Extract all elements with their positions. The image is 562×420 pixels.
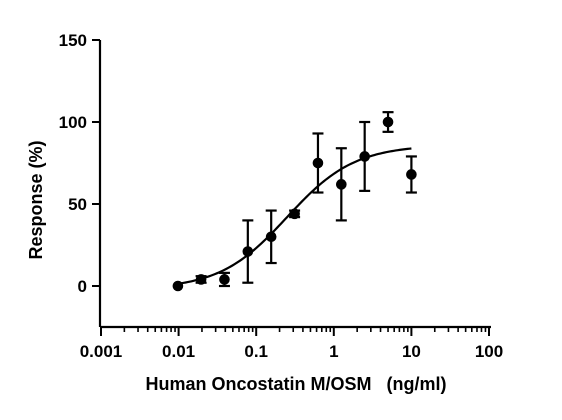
data-points	[172, 111, 417, 292]
data-point	[312, 157, 324, 169]
y-axis-title: Response (%)	[26, 140, 46, 259]
x-tick-label: 0.01	[162, 342, 195, 361]
data-point	[219, 274, 230, 285]
y-tick-label: 100	[59, 113, 87, 132]
x-tick-label: 0.001	[80, 342, 123, 361]
data-point	[382, 116, 394, 128]
x-tick-label: 100	[475, 342, 503, 361]
x-tick-label: 10	[402, 342, 421, 361]
x-tick-label: 0.1	[244, 342, 268, 361]
x-ticks: 0.001 0.01 0.1 1 10 100	[80, 327, 503, 361]
y-tick-label: 150	[59, 31, 87, 50]
data-point	[265, 231, 277, 243]
data-point	[172, 280, 184, 292]
x-tick-label: 1	[329, 342, 338, 361]
y-tick-label: 50	[68, 195, 87, 214]
data-point	[242, 246, 254, 257]
x-axis-title: Human Oncostatin M/OSM (ng/ml)	[146, 374, 447, 394]
y-tick-label: 0	[78, 277, 87, 296]
data-point	[195, 274, 207, 285]
y-ticks: 0 50 100 150	[59, 31, 100, 296]
data-point	[359, 151, 370, 162]
data-point	[289, 208, 300, 220]
data-point	[336, 179, 347, 190]
data-point	[406, 169, 417, 180]
